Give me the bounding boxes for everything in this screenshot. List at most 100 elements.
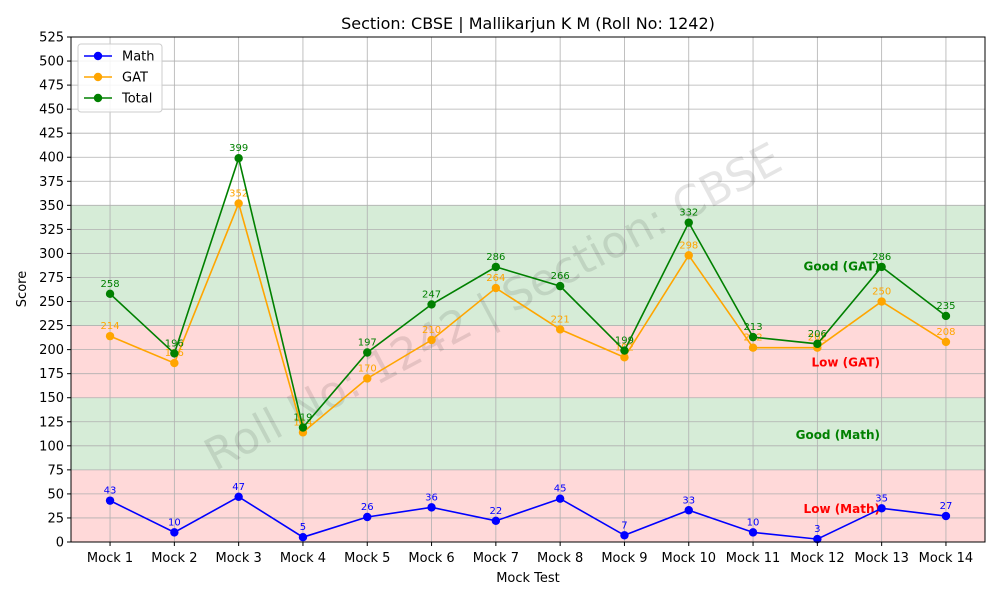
- data-point: [298, 532, 308, 542]
- data-label: 3: [814, 524, 820, 535]
- y-tick-label: 475: [39, 79, 64, 94]
- data-point: [684, 506, 693, 515]
- data-label: 258: [101, 279, 120, 290]
- series-total: 258 196 399 119 197 247 286 266 199 332 213 206 286 2…: [101, 143, 955, 432]
- data-label: 43: [104, 486, 117, 497]
- y-tick-label: 300: [39, 247, 64, 262]
- data-point: [748, 343, 758, 352]
- data-label: 47: [232, 482, 245, 493]
- legend: Math GAT Total: [77, 43, 163, 113]
- data-point: [170, 528, 179, 537]
- plot-frame: [70, 36, 986, 543]
- legend-label: Math: [122, 50, 155, 65]
- data-point: [234, 492, 243, 501]
- x-tick-label: Mock 11: [726, 551, 781, 566]
- y-tick-label: 275: [39, 271, 64, 286]
- data-point: [748, 332, 758, 342]
- score-band: [71, 397, 985, 470]
- y-tick-label: 250: [39, 295, 64, 310]
- data-label: 26: [361, 502, 374, 513]
- y-axis-label: Score: [15, 271, 30, 307]
- data-label: 399: [229, 143, 248, 154]
- data-label: 213: [744, 322, 763, 333]
- x-tick-label: Mock 1: [87, 551, 133, 566]
- y-tick-label: 25: [47, 511, 64, 526]
- y-tick-label: 325: [39, 223, 64, 238]
- y-tick-label: 350: [39, 199, 64, 214]
- x-tick-label: Mock 9: [601, 551, 647, 566]
- data-point: [491, 262, 501, 272]
- data-point: [298, 423, 308, 432]
- data-point: [363, 512, 372, 522]
- data-label: 298: [679, 240, 698, 251]
- y-tick-label: 225: [39, 319, 64, 334]
- x-tick-label: Mock 7: [473, 551, 519, 566]
- data-label: 36: [425, 492, 438, 503]
- data-point: [620, 346, 629, 355]
- data-point: [813, 534, 822, 544]
- data-label: 114: [293, 417, 312, 428]
- series-line: [109, 495, 947, 540]
- legend-label: Total: [121, 92, 152, 107]
- data-label: 33: [682, 495, 695, 506]
- x-tick-label: Mock 13: [854, 551, 909, 566]
- data-point: [234, 199, 243, 208]
- data-label: 5: [300, 522, 306, 533]
- data-point: [684, 218, 693, 227]
- data-label: 197: [358, 338, 377, 349]
- legend-marker: [93, 93, 103, 103]
- y-tick-label: 150: [39, 391, 64, 406]
- data-point: [877, 262, 886, 272]
- legend-marker: [93, 72, 103, 82]
- x-tick-label: Mock 5: [344, 551, 390, 566]
- data-point: [105, 289, 115, 299]
- data-point: [105, 331, 115, 341]
- data-label: 250: [872, 287, 891, 298]
- x-tick-label: Mock 14: [919, 551, 974, 566]
- data-point: [491, 283, 501, 293]
- y-tick-label: 50: [47, 487, 64, 502]
- x-tick-label: Mock 6: [408, 551, 454, 566]
- data-point: [684, 251, 693, 260]
- y-tick-label: 100: [39, 439, 64, 454]
- data-point: [491, 516, 501, 526]
- data-label: 206: [808, 329, 827, 340]
- x-tick-label: Mock 12: [790, 551, 845, 566]
- data-label: 266: [551, 271, 570, 282]
- series-math: 43 10 47 5 26 36 22 45 7 33 10 3 35 27: [104, 482, 952, 544]
- score-band: [71, 205, 985, 326]
- y-tick-label: 175: [39, 367, 64, 382]
- data-point: [941, 511, 951, 521]
- band-label: Low (GAT): [811, 356, 880, 370]
- data-label: 332: [679, 208, 698, 219]
- data-label: 221: [551, 314, 570, 325]
- y-tick-label: 125: [39, 415, 64, 430]
- data-point: [620, 353, 629, 362]
- data-point: [877, 297, 886, 306]
- y-tick-label: 0: [56, 536, 64, 551]
- data-point: [877, 504, 886, 513]
- data-label: 247: [422, 289, 441, 300]
- data-point: [234, 154, 243, 163]
- y-tick-label: 375: [39, 175, 64, 190]
- data-label: 210: [422, 325, 441, 336]
- data-point: [427, 300, 436, 309]
- data-label: 264: [486, 273, 505, 284]
- y-tick-label: 450: [39, 103, 64, 118]
- data-point: [620, 531, 629, 540]
- data-point: [813, 339, 822, 349]
- data-label: 170: [358, 363, 377, 374]
- band-label: Low (Math): [804, 502, 880, 516]
- y-tick-label: 400: [39, 151, 64, 166]
- data-label: 199: [615, 336, 634, 347]
- data-point: [363, 374, 372, 383]
- data-point: [555, 494, 565, 503]
- data-point: [170, 358, 179, 368]
- data-label: 286: [486, 252, 505, 263]
- data-label: 352: [229, 188, 248, 199]
- data-point: [170, 349, 179, 358]
- band-label: Good (GAT): [804, 259, 880, 273]
- data-point: [941, 337, 951, 347]
- data-point: [555, 281, 565, 291]
